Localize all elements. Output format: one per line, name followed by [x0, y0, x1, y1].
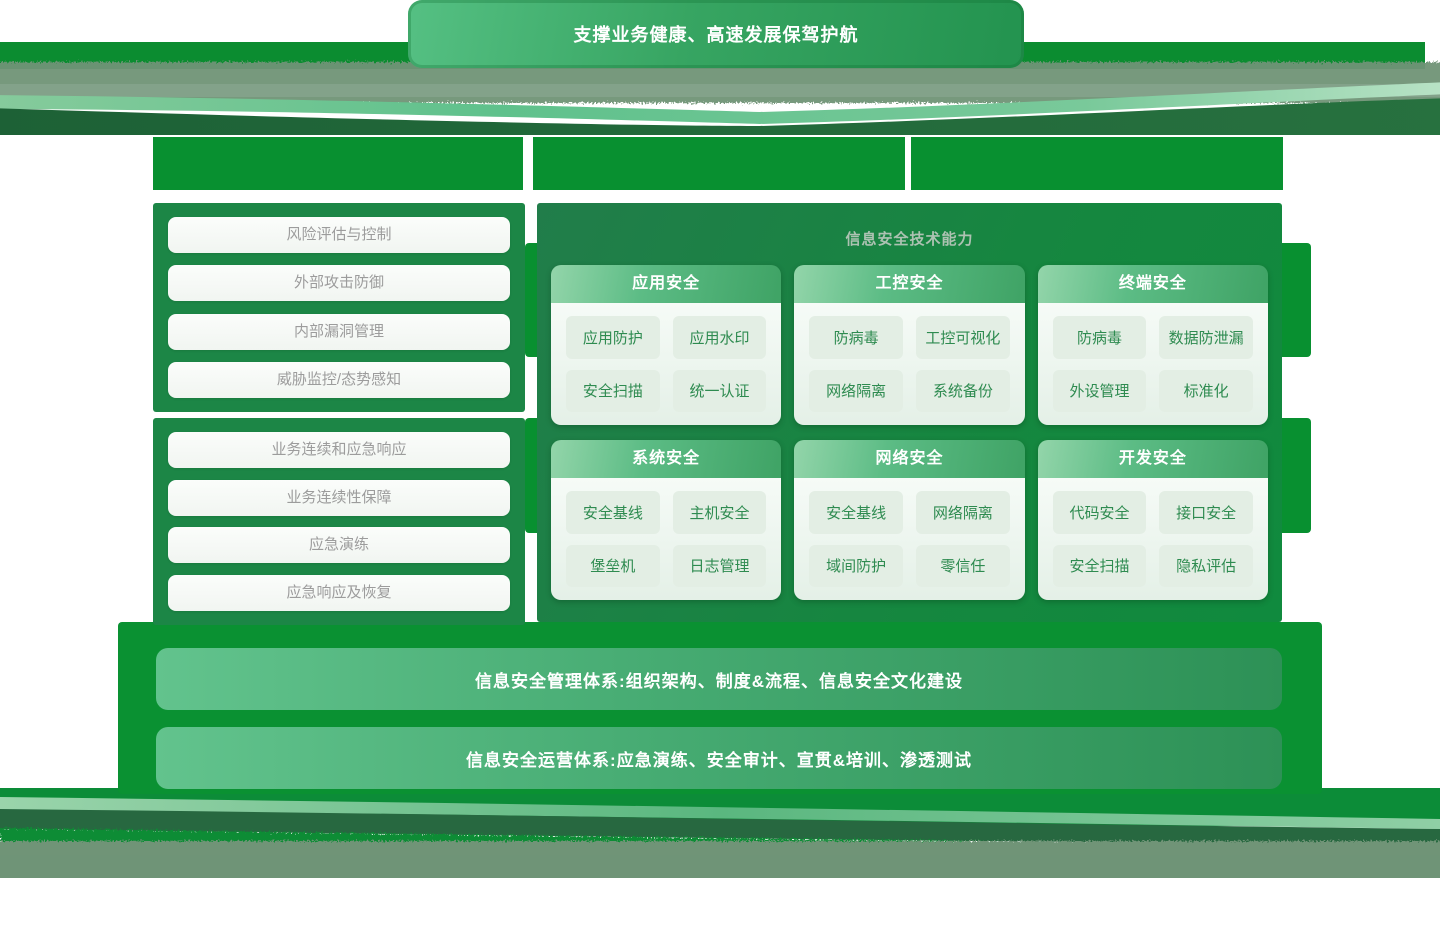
tech-capability-panel: 信息安全技术能力 应用安全 应用防护 应用水印 安全扫描 统一认证 工控安全 防…: [537, 203, 1282, 622]
capability-chip: 标准化: [1159, 369, 1253, 412]
list-item: 应急响应及恢复: [168, 575, 510, 612]
capability-cards-grid: 应用安全 应用防护 应用水印 安全扫描 统一认证 工控安全 防病毒 工控可视化 …: [551, 265, 1268, 600]
card-title: 网络安全: [794, 440, 1025, 478]
card-body: 安全基线 主机安全 堡垒机 日志管理: [551, 478, 782, 600]
capability-chip: 日志管理: [672, 544, 767, 587]
capability-chip: 系统备份: [915, 369, 1010, 412]
capability-chip: 应用防护: [566, 316, 660, 359]
capability-chip: 接口安全: [1159, 491, 1253, 534]
capability-chip: 安全扫描: [566, 369, 660, 412]
capability-chip: 安全基线: [566, 491, 660, 534]
capability-chip: 零信任: [915, 544, 1010, 587]
list-item: 风险评估与控制: [168, 217, 510, 254]
capability-card-system-security: 系统安全 安全基线 主机安全 堡垒机 日志管理: [551, 440, 782, 600]
card-title: 工控安全: [794, 265, 1025, 303]
capability-chip: 统一认证: [672, 369, 767, 412]
capability-chip: 安全扫描: [1052, 544, 1147, 587]
list-item: 内部漏洞管理: [168, 313, 510, 350]
capability-chip: 隐私评估: [1159, 544, 1253, 587]
list-item: 业务连续性保障: [168, 479, 510, 516]
capability-chip: 应用水印: [672, 316, 767, 359]
roof-banner: 支撑业务健康、高速发展保驾护航: [408, 0, 1024, 68]
card-title: 应用安全: [551, 265, 782, 303]
list-item: 应急演练: [168, 527, 510, 564]
capability-chip: 工控可视化: [915, 316, 1010, 359]
capability-chip: 堡垒机: [566, 544, 660, 587]
roof-banner-title: 支撑业务健康、高速发展保驾护航: [573, 25, 859, 45]
card-body: 应用防护 应用水印 安全扫描 统一认证: [551, 303, 782, 425]
operation-system-bar: 信息安全运营体系:应急演练、安全审计、宣贯&培训、渗透测试: [156, 727, 1282, 789]
capability-chip: 安全基线: [809, 491, 903, 534]
capability-chip: 防病毒: [1052, 316, 1147, 359]
continuity-capability-group: 业务连续和应急响应 业务连续性保障 应急演练 应急响应及恢复: [153, 418, 525, 625]
capability-chip: 主机安全: [672, 491, 767, 534]
card-body: 防病毒 工控可视化 网络隔离 系统备份: [794, 303, 1025, 425]
card-title: 开发安全: [1037, 440, 1268, 478]
card-title: 系统安全: [551, 440, 782, 478]
capability-card-dev-security: 开发安全 代码安全 接口安全 安全扫描 隐私评估: [1037, 440, 1268, 600]
capability-card-endpoint-security: 终端安全 防病毒 数据防泄漏 外设管理 标准化: [1037, 265, 1268, 425]
pillar-cap-right: [911, 137, 1283, 190]
list-item: 威胁监控/态势感知: [168, 361, 510, 398]
card-title: 终端安全: [1037, 265, 1268, 303]
capability-chip: 网络隔离: [915, 491, 1010, 534]
list-item: 外部攻击防御: [168, 265, 510, 302]
panel-title: 信息安全技术能力: [845, 231, 974, 248]
capability-card-network-security: 网络安全 安全基线 网络隔离 域间防护 零信任: [794, 440, 1025, 600]
capability-chip: 代码安全: [1052, 491, 1147, 534]
capability-card-ics-security: 工控安全 防病毒 工控可视化 网络隔离 系统备份: [794, 265, 1025, 425]
list-item: 业务连续和应急响应: [168, 431, 510, 468]
capability-chip: 域间防护: [809, 544, 903, 587]
capability-chip: 防病毒: [809, 316, 903, 359]
risk-capability-group: 风险评估与控制 外部攻击防御 内部漏洞管理 威胁监控/态势感知: [153, 203, 525, 412]
pedestal-graphic: [0, 788, 1440, 878]
card-body: 防病毒 数据防泄漏 外设管理 标准化: [1037, 303, 1268, 425]
capability-card-app-security: 应用安全 应用防护 应用水印 安全扫描 统一认证: [551, 265, 782, 425]
management-system-bar: 信息安全管理体系:组织架构、制度&流程、信息安全文化建设: [156, 648, 1282, 710]
card-body: 代码安全 接口安全 安全扫描 隐私评估: [1037, 478, 1268, 600]
pillar-cap-middle: [533, 137, 905, 190]
card-body: 安全基线 网络隔离 域间防护 零信任: [794, 478, 1025, 600]
foundation-block: 信息安全管理体系:组织架构、制度&流程、信息安全文化建设 信息安全运营体系:应急…: [118, 622, 1322, 794]
capability-chip: 数据防泄漏: [1159, 316, 1253, 359]
capability-chip: 外设管理: [1052, 369, 1147, 412]
pillar-cap-left: [153, 137, 523, 190]
capability-chip: 网络隔离: [809, 369, 903, 412]
